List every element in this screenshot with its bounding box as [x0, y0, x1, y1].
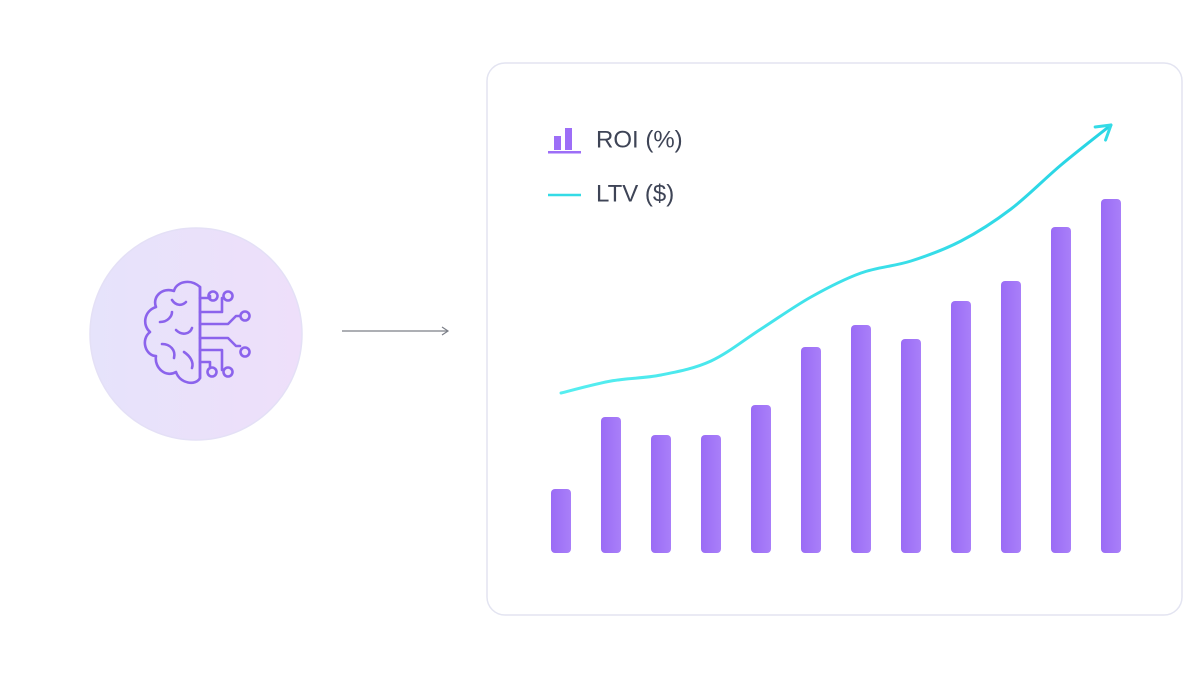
flow-arrow-head — [441, 326, 450, 336]
bar — [601, 417, 621, 553]
legend-swatch — [548, 151, 581, 154]
bar — [901, 339, 921, 553]
bar — [801, 347, 821, 553]
bar — [551, 489, 571, 553]
line — [559, 123, 1113, 395]
brain-icon — [143, 280, 251, 385]
bar — [701, 435, 721, 553]
bar — [751, 405, 771, 553]
legend-label: LTV ($) — [596, 180, 674, 207]
bar — [951, 301, 971, 553]
line-arrow-head — [1093, 123, 1113, 142]
bar — [1051, 227, 1071, 553]
chart-card — [486, 62, 1183, 616]
legend-label: ROI (%) — [596, 126, 683, 153]
bar — [651, 435, 671, 553]
bar — [851, 325, 871, 553]
legend-swatch — [565, 128, 572, 150]
legend-swatch — [554, 136, 561, 150]
bar — [1001, 281, 1021, 553]
bar — [1101, 199, 1121, 553]
icon-circle — [89, 227, 303, 441]
